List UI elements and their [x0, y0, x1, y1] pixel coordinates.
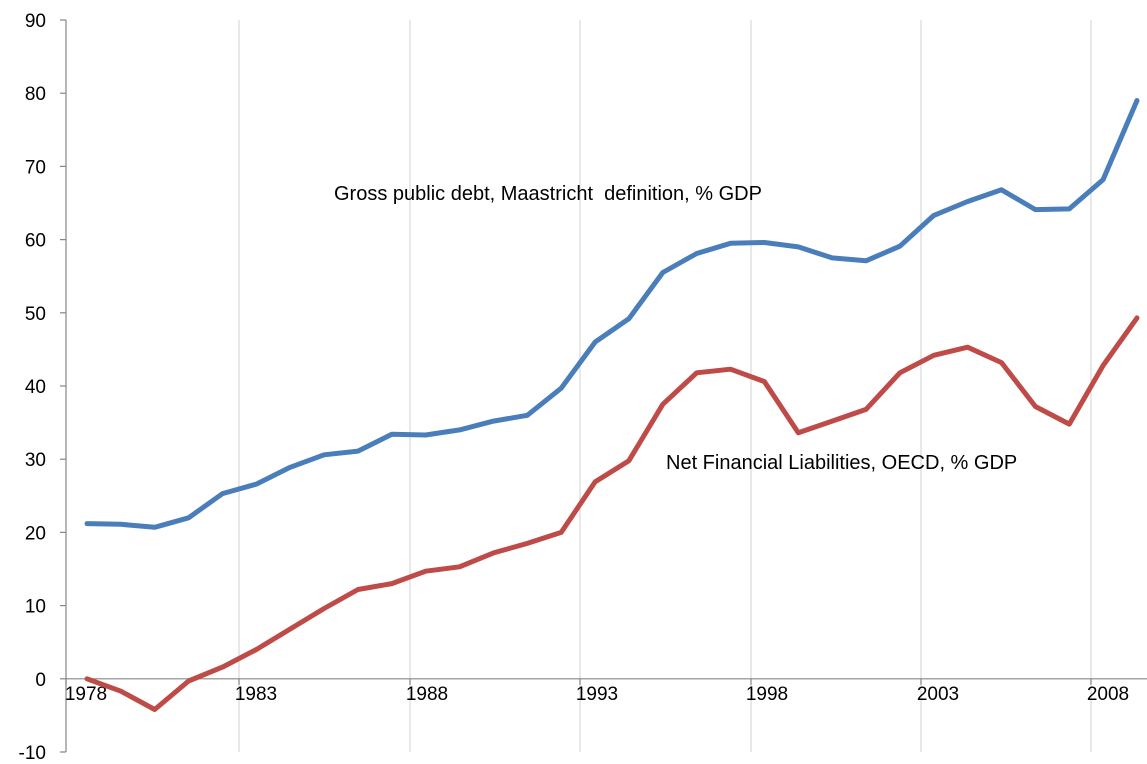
x-tick-labels: 1978 1983 1988 1993 1998 2003 2008: [65, 684, 1129, 705]
x-tick-label: 1983: [235, 684, 277, 705]
net-liabilities-series-label: Net Financial Liabilities, OECD, % GDP: [666, 452, 1017, 474]
vertical-grid: [238, 20, 1092, 752]
x-tick-label: 1988: [406, 684, 448, 705]
y-tick-label: 80: [25, 84, 46, 105]
x-tick-label: 1998: [746, 684, 788, 705]
gross-debt-series-label: Gross public debt, Maastricht definition…: [334, 183, 762, 205]
y-tick-label: 60: [25, 231, 46, 252]
x-tick-label: 2008: [1087, 684, 1129, 705]
y-tick-labels: -10 0 10 20 30 40 50 60 70 80 90: [19, 11, 46, 764]
series-layer: [84, 98, 1140, 712]
y-tick-label: -10: [19, 743, 46, 764]
y-tick-label: 40: [25, 377, 46, 398]
y-tick-label: 0: [35, 670, 46, 691]
x-tick-label: 2003: [917, 684, 959, 705]
y-tick-label: 50: [25, 304, 46, 325]
y-tick-label: 10: [25, 597, 46, 618]
y-tick-label: 20: [25, 523, 46, 544]
y-tick-label: 90: [25, 11, 46, 32]
series-line-gross-debt: [84, 98, 1140, 530]
x-tick-label: 1978: [65, 684, 107, 705]
y-tick-label: 30: [25, 450, 46, 471]
axes: [60, 19, 1147, 753]
series-line-net-liabilities: [84, 315, 1140, 712]
y-tick-label: 70: [25, 157, 46, 178]
x-tick-label: 1993: [576, 684, 618, 705]
